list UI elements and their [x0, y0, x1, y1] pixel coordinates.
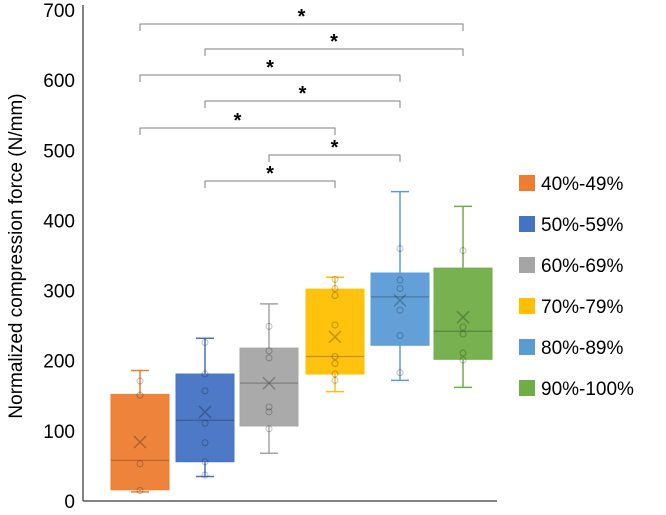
significance-star: *: [330, 31, 338, 53]
y-tick-label: 0: [64, 492, 75, 510]
legend-swatch: [519, 257, 535, 273]
data-point: [265, 354, 273, 362]
mean-marker: [198, 405, 212, 419]
mean-marker: [133, 435, 147, 449]
mean-marker: [328, 330, 342, 344]
significance-bracket: [139, 23, 464, 31]
significance-bracket: [204, 48, 464, 56]
y-tick-label: 400: [43, 211, 75, 232]
data-point: [396, 276, 404, 284]
y-tick-label: 600: [43, 71, 75, 92]
data-point: [396, 244, 404, 252]
data-point: [201, 458, 209, 466]
data-point: [396, 369, 404, 377]
data-point: [201, 439, 209, 447]
legend-swatch: [519, 175, 535, 191]
legend-swatch: [519, 380, 535, 396]
significance-star: *: [299, 83, 307, 105]
significance-bracket: [139, 74, 401, 82]
box-80%-89%: [370, 190, 430, 382]
data-point: [396, 331, 404, 339]
legend-label: 70%-79%: [541, 297, 623, 318]
data-point: [201, 370, 209, 378]
data-point: [265, 408, 273, 416]
box-50%-59%: [175, 337, 235, 479]
y-tick-label: 200: [43, 352, 75, 373]
significance-star: *: [298, 6, 306, 28]
box-iqr: [110, 393, 170, 491]
data-point: [331, 353, 339, 361]
significance-bracket: [139, 127, 336, 135]
data-point: [265, 322, 273, 330]
data-point: [459, 323, 467, 331]
data-point: [331, 321, 339, 329]
data-point: [201, 387, 209, 395]
significance-bracket: [268, 154, 401, 162]
data-point: [331, 291, 339, 299]
data-point: [136, 460, 144, 468]
data-point: [396, 284, 404, 292]
box-70%-79%: [305, 275, 365, 393]
data-point: [136, 391, 144, 399]
box-iqr: [239, 347, 299, 427]
data-point: [201, 471, 209, 479]
data-point: [331, 360, 339, 368]
y-axis-label: Normalized compression force (N/mm): [6, 93, 27, 418]
legend-label: 40%-49%: [541, 174, 623, 195]
data-point: [265, 425, 273, 433]
significance-star: *: [266, 57, 274, 79]
significance-bracket: [204, 100, 401, 108]
data-point: [331, 275, 339, 283]
data-point: [459, 330, 467, 338]
y-tick-label: 500: [43, 141, 75, 162]
y-tick-label: 300: [43, 282, 75, 303]
data-point: [136, 377, 144, 385]
box-60%-69%: [239, 303, 299, 455]
data-point: [459, 349, 467, 357]
significance-star: *: [331, 137, 339, 159]
y-tick-label: 700: [43, 1, 75, 22]
data-point: [265, 403, 273, 411]
significance-star: *: [234, 110, 242, 132]
legend-label: 50%-59%: [541, 215, 623, 236]
data-point: [201, 338, 209, 346]
legend-label: 80%-89%: [541, 338, 623, 359]
significance-star: *: [266, 163, 274, 185]
box-iqr: [305, 288, 365, 375]
data-point: [265, 347, 273, 355]
box-iqr: [433, 267, 493, 360]
legend-label: 60%-69%: [541, 256, 623, 277]
box-iqr: [175, 373, 235, 463]
mean-marker: [393, 293, 407, 307]
y-tick-label: 100: [43, 422, 75, 443]
legend-swatch: [519, 339, 535, 355]
data-point: [331, 370, 339, 378]
data-point: [459, 356, 467, 364]
legend-label: 90%-100%: [541, 379, 634, 400]
mean-marker: [262, 376, 276, 390]
significance-bracket: [204, 180, 336, 188]
legend-swatch: [519, 298, 535, 314]
data-point: [459, 247, 467, 255]
data-point: [201, 419, 209, 427]
box-iqr: [370, 272, 430, 346]
data-point: [396, 306, 404, 314]
box-90%-100%: [433, 205, 493, 389]
data-point: [331, 376, 339, 384]
data-point: [331, 284, 339, 292]
legend-swatch: [519, 216, 535, 232]
mean-marker: [456, 310, 470, 324]
box-40%-49%: [110, 369, 170, 494]
data-point: [136, 486, 144, 494]
